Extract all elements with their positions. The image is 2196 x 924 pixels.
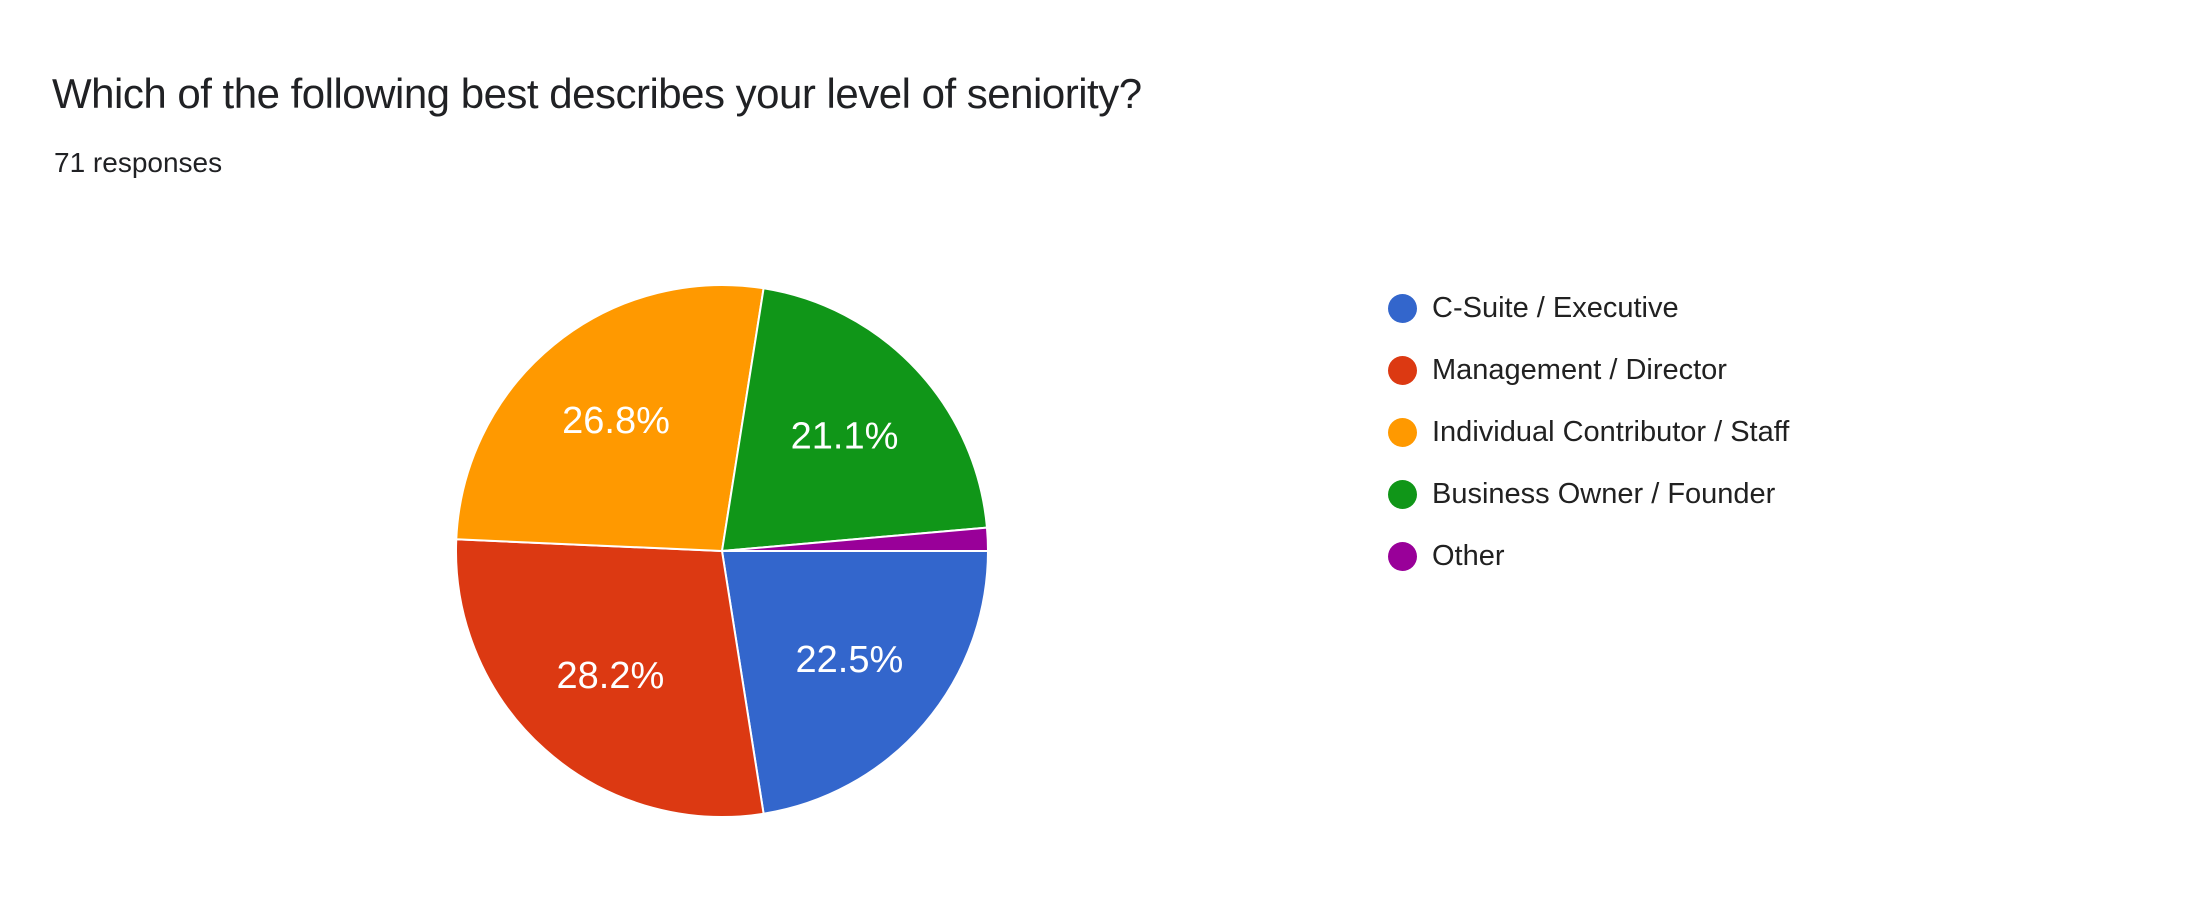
legend-item-label: Management / Director: [1432, 353, 1727, 386]
legend-color-dot: [1388, 293, 1417, 323]
legend-color-dot: [1388, 479, 1417, 509]
response-count: 71 responses: [54, 147, 223, 178]
legend-item-c-suite-executive: C-Suite / Executive: [1388, 277, 1789, 339]
pie-slice-percent-label: 28.2%: [557, 655, 665, 697]
legend-item-management-director: Management / Director: [1388, 339, 1789, 401]
legend-color-dot: [1388, 541, 1417, 571]
legend-item-label: C-Suite / Executive: [1432, 291, 1679, 324]
pie-slice-percent-label: 22.5%: [796, 639, 904, 681]
pie-chart: 22.5% 28.2% 26.8% 21.1%: [455, 283, 989, 819]
legend-item-label: Other: [1432, 539, 1505, 572]
pie-slice-percent-label: 21.1%: [791, 416, 899, 458]
pie-slice-management-director[interactable]: [455, 538, 765, 819]
pie-slice-percent-label: 26.8%: [562, 400, 670, 442]
legend-item-business-owner-founder: Business Owner / Founder: [1388, 463, 1789, 525]
legend-item-label: Business Owner / Founder: [1432, 477, 1776, 510]
pie-slice-c-suite-executive[interactable]: [721, 550, 989, 815]
legend-item-individual-contributor-staff: Individual Contributor / Staff: [1388, 401, 1789, 463]
pie-slice-other[interactable]: [721, 526, 989, 552]
pie-slice-business-owner-founder[interactable]: [721, 287, 988, 552]
legend-item-other: Other: [1388, 525, 1789, 587]
chart-legend: C-Suite / Executive Management / Director…: [1388, 277, 1789, 587]
legend-color-dot: [1388, 417, 1417, 447]
pie-slice-individual-contributor-staff[interactable]: [455, 283, 765, 552]
legend-item-label: Individual Contributor / Staff: [1432, 415, 1790, 448]
chart-title: Which of the following best describes yo…: [52, 70, 1142, 117]
legend-color-dot: [1388, 355, 1417, 385]
